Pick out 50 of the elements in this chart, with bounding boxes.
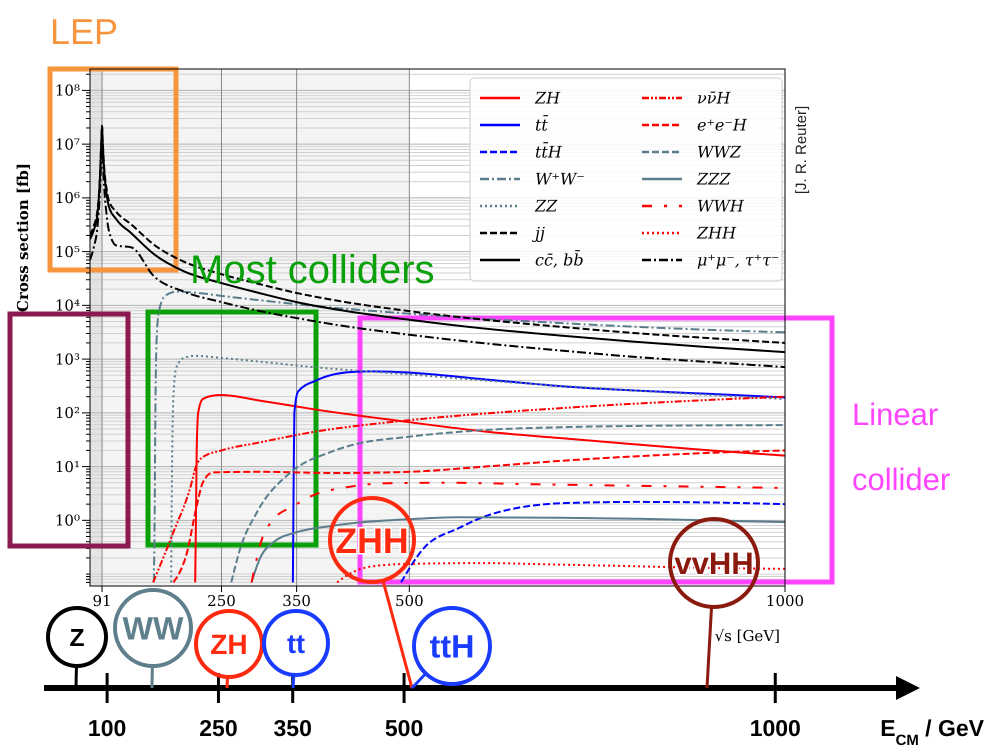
y-tick-label: 10⁷: [54, 135, 80, 154]
y-tick-label: 10⁰: [54, 512, 80, 530]
y-tick-label: 10⁸: [54, 82, 80, 100]
legend-label: WWZ: [697, 142, 742, 162]
x-tick-label: 500: [395, 592, 424, 610]
x-tick-label: 350: [282, 592, 311, 610]
y-tick-label: 10³: [54, 350, 80, 368]
x-tick-label: 91: [92, 592, 112, 610]
x2-tick-label: 100: [88, 715, 126, 741]
legend-label: e⁺e⁻H: [697, 116, 748, 135]
x2-tick-label: 500: [384, 715, 424, 741]
x-tick-label: 250: [207, 592, 236, 610]
y-tick-label: 10⁶: [54, 189, 80, 208]
text: tt: [286, 628, 306, 659]
line-series: [152, 290, 785, 584]
legend-label: W⁺W⁻: [535, 170, 585, 189]
line-series: [230, 424, 785, 584]
y-axis-title: Cross section [fb]: [14, 163, 32, 312]
text: ttH: [430, 628, 474, 665]
legend-label: WWH: [697, 196, 745, 216]
x2-tick-label: 250: [199, 715, 238, 741]
text: [J. R. Reuter]: [793, 106, 810, 194]
y-tick-label: 10⁴: [54, 296, 80, 315]
line-series: [250, 516, 785, 584]
y-tick-label: 10⁵: [54, 242, 80, 261]
x2-tick-label: 350: [274, 715, 312, 741]
y-tick-label: 10²: [54, 404, 80, 422]
text: LEP: [50, 11, 118, 52]
y-tick-label: 10¹: [54, 458, 80, 476]
legend-label: ZH: [534, 88, 562, 108]
x-tick-label: 1000: [766, 592, 804, 610]
annotation: Most colliders: [190, 248, 435, 292]
legend-label: ZHH: [696, 224, 738, 243]
line-series: [292, 370, 785, 584]
annotation: vvHH: [674, 546, 754, 582]
text: WW: [122, 610, 184, 647]
legend-label: jj: [532, 224, 545, 243]
text: Z: [69, 624, 85, 652]
legend-label: ZZ: [534, 196, 558, 216]
text: ZH: [210, 629, 248, 660]
x2-axis-title: E$_{CM}$ / GeV: [880, 715, 985, 748]
legend-label: cc̄, bb̄: [535, 250, 584, 270]
legend-label: νν̄H: [697, 88, 732, 108]
legend-label: tt̄: [535, 115, 548, 135]
x-axis-title: √s [GeV]: [714, 627, 780, 645]
legend-label: μ⁺μ⁻, τ⁺τ⁻: [697, 250, 780, 270]
text: Linear collider: [852, 397, 950, 498]
legend-label: tt̄H: [535, 142, 563, 162]
legend-label: ZZZ: [696, 170, 732, 189]
x2-tick-label: 1000: [750, 715, 801, 741]
